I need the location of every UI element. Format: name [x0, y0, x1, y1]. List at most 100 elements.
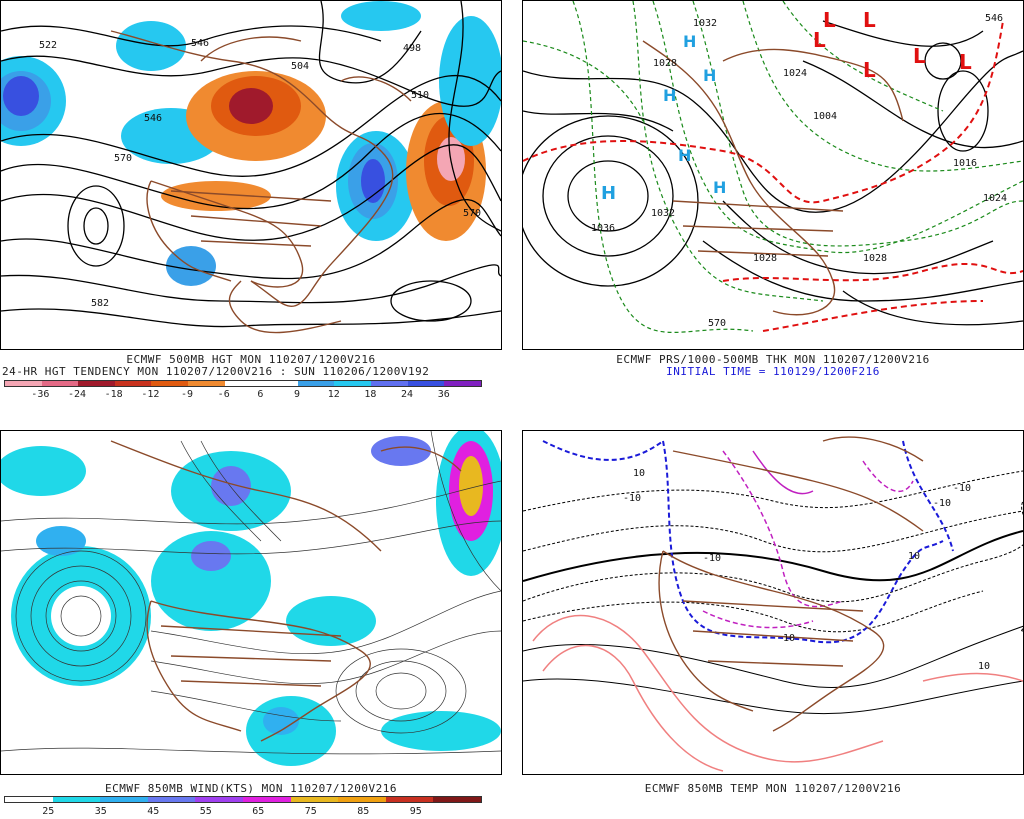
low-pressure-marker: L — [959, 50, 972, 74]
wind-colorbar — [4, 796, 482, 803]
colorbar-tick-label: 36 — [437, 389, 450, 400]
colorbar-swatch — [371, 381, 408, 386]
coastlines — [110, 30, 412, 334]
contour-labels: 10 -10 -10 -10 10 -10 10 10 — [623, 468, 990, 672]
colorbar-tick-label: 85 — [357, 806, 370, 817]
colorbar-swatch — [114, 381, 152, 386]
panel-title: ECMWF PRS/1000-500MB THK MON 110207/1200… — [616, 353, 930, 366]
colorbar-swatch — [407, 381, 445, 386]
high-pressure-marker: H — [678, 146, 691, 165]
colorbar-swatch — [100, 797, 148, 802]
colorbar-swatch — [290, 797, 339, 802]
contour-label: 1024 — [983, 193, 1007, 204]
colorbar-tick-label: 75 — [304, 806, 317, 817]
contour-label: 582 — [91, 298, 109, 309]
colorbar-tick-label: 25 — [42, 806, 55, 817]
contour-label: 1036 — [591, 223, 615, 234]
colorbar-swatch — [338, 797, 386, 802]
colorbar-tick-label: 18 — [364, 389, 377, 400]
colorbar-swatch — [195, 797, 243, 802]
colorbar-tick-label: -12 — [141, 389, 160, 400]
panel-title: ECMWF 500MB HGT MON 110207/1200V216 — [126, 353, 376, 366]
contour-label: 510 — [411, 90, 429, 101]
map-850temp: 10 -10 -10 -10 10 -10 10 10 — [522, 430, 1024, 775]
contour-label: 546 — [985, 13, 1003, 24]
high-pressure-marker: H — [703, 66, 716, 85]
colorbar-swatch — [52, 797, 101, 802]
contour-label: 570 — [463, 208, 481, 219]
contour-label: 1032 — [693, 18, 717, 29]
tendency-shading — [1, 1, 501, 286]
contour-label: 570 — [708, 318, 726, 329]
colorbar-tick-label: 65 — [252, 806, 265, 817]
wind-colorbar-ticks: 25 35 45 55 65 75 85 95 — [22, 806, 442, 817]
panel-subtitle: INITIAL TIME = 110129/1200F216 — [666, 365, 880, 378]
high-pressure-marker: H — [683, 32, 696, 51]
coastlines — [110, 440, 462, 742]
thickness-contours — [523, 1, 1023, 333]
colorbar-tick-label: 6 — [257, 389, 264, 400]
colorbar-tick-label: 9 — [294, 389, 301, 400]
contour-label: 1004 — [813, 111, 837, 122]
contour-labels: 1036 1032 1028 1028 1024 1004 1032 1028 … — [591, 13, 1007, 329]
contour-label: -10 — [933, 498, 951, 509]
low-pressure-marker: L — [913, 44, 926, 68]
colorbar-tick-label: -6 — [217, 389, 230, 400]
contour-label: 1028 — [863, 253, 887, 264]
colorbar-swatch — [385, 797, 434, 802]
high-pressure-marker: H — [713, 178, 726, 197]
contour-label: 498 — [403, 43, 421, 54]
colorbar-tick-label: 55 — [199, 806, 212, 817]
colorbar-swatch — [5, 797, 53, 802]
thickness-570-line — [523, 20, 1023, 332]
panel-850mb-temp: 10 -10 -10 -10 10 -10 10 10 ECMWF 850MB … — [522, 430, 1024, 819]
contour-label: 1028 — [653, 58, 677, 69]
contour-label: 1032 — [651, 208, 675, 219]
colorbar-swatch — [444, 381, 481, 386]
colorbar-swatch — [41, 381, 79, 386]
wind-speed-shading — [1, 431, 501, 766]
colorbar-tick-label: -24 — [67, 389, 87, 400]
contour-label: 10 — [783, 633, 795, 644]
contour-label: 10 — [633, 468, 645, 479]
colorbar-tick-label: 35 — [94, 806, 107, 817]
contour-label: 546 — [144, 113, 162, 124]
high-pressure-marker: H — [601, 183, 616, 204]
coastlines — [658, 436, 924, 732]
tendency-colorbar-ticks: -36 -24 -18 -12 -9 -6 6 9 12 18 24 36 — [22, 389, 462, 400]
colorbar-swatch — [242, 797, 291, 802]
colorbar-tick-label: 24 — [401, 389, 414, 400]
low-pressure-marker: L — [863, 58, 876, 82]
map-850wind — [0, 430, 502, 775]
contour-label: 1016 — [953, 158, 977, 169]
panel-title: ECMWF 850MB WIND(KTS) MON 110207/1200V21… — [104, 782, 398, 795]
contour-label: 1024 — [783, 68, 807, 79]
colorbar-swatch — [5, 381, 42, 386]
streamlines — [1, 431, 501, 755]
panel-mslp-thickness: H H H H H H L L L L L L 1036 1032 1028 1… — [522, 0, 1024, 405]
colorbar-tick-label: 12 — [327, 389, 340, 400]
panel-title: ECMWF 850MB TEMP MON 110207/1200V216 — [644, 782, 902, 795]
colorbar-tick-label: -9 — [181, 389, 194, 400]
panel-500mb-height: 522 546 570 582 510 498 504 570 546 ECMW… — [0, 0, 502, 405]
high-pressure-marker: H — [663, 86, 676, 105]
panel-subtitle: 24-HR HGT TENDENCY MON 110207/1200V216 :… — [2, 365, 430, 378]
height-contours — [1, 1, 501, 328]
temperature-contours — [523, 440, 1023, 772]
colorbar-tick-label: 45 — [147, 806, 160, 817]
map-mslp: H H H H H H L L L L L L 1036 1032 1028 1… — [522, 0, 1024, 350]
contour-label: 10 — [978, 661, 990, 672]
colorbar-swatch — [261, 381, 298, 386]
contour-label: -10 — [703, 553, 721, 564]
contour-label: 10 — [908, 551, 920, 562]
colorbar-swatch — [151, 381, 189, 386]
low-pressure-marker: L — [813, 28, 826, 52]
colorbar-tick-label: 95 — [409, 806, 422, 817]
contour-label: 570 — [114, 153, 132, 164]
contour-label: -10 — [623, 493, 641, 504]
pressure-centers: H H H H H H L L L L L L — [601, 8, 972, 204]
coastlines — [642, 40, 904, 316]
low-pressure-marker: L — [823, 8, 836, 32]
low-pressure-marker: L — [863, 8, 876, 32]
contour-labels: 522 546 570 582 510 498 504 570 546 — [39, 38, 481, 309]
